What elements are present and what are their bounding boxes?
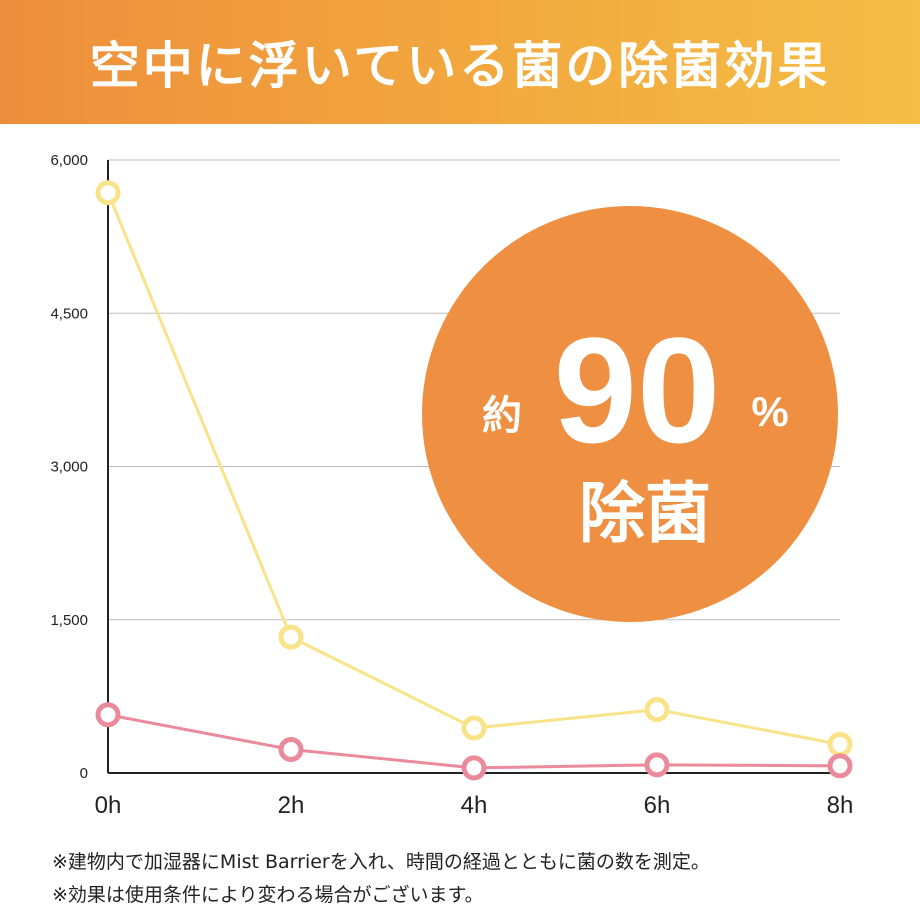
x-tick-label: 8h (827, 792, 854, 819)
data-point (461, 755, 487, 781)
x-tick-label: 2h (278, 792, 305, 819)
data-point (461, 715, 487, 741)
data-point (644, 752, 670, 778)
x-tick-label: 6h (644, 792, 671, 819)
badge-prefix: 約 (482, 393, 522, 439)
data-point (278, 624, 304, 650)
x-tick-label: 0h (95, 792, 122, 819)
data-point (278, 737, 304, 763)
title-banner: 空中に浮いている菌の除菌効果 (0, 0, 920, 124)
footnote-method: ※建物内で加湿器にMist Barrierを入れ、時間の経過とともに菌の数を測定… (52, 851, 710, 873)
data-point (95, 180, 121, 206)
y-tick-label: 4,500 (50, 305, 88, 322)
footnote-disclaimer: ※効果は使用条件により変わる場合がございます。 (52, 884, 484, 906)
y-axis: 0 1,500 3,000 4,500 6,000 (50, 152, 109, 782)
y-tick-label: 6,000 (50, 152, 88, 169)
x-tick-label: 4h (461, 792, 488, 819)
data-point (827, 731, 853, 757)
y-tick-label: 3,000 (50, 459, 88, 476)
badge-unit: % (751, 388, 788, 435)
footnotes: ※建物内で加湿器にMist Barrierを入れ、時間の経過とともに菌の数を測定… (52, 846, 912, 912)
y-tick-label: 0 (80, 765, 88, 782)
data-point (95, 702, 121, 728)
badge-value: 90 (554, 306, 721, 474)
reduction-badge: 約 90 % 除菌 (422, 206, 838, 622)
line-chart: 0 1,500 3,000 4,500 6,000 0h 2h 4h 6h 8h 約 90 % … (50, 152, 854, 819)
data-point (644, 697, 670, 723)
data-point (827, 753, 853, 779)
badge-circle (422, 206, 838, 622)
badge-label: 除菌 (579, 475, 711, 552)
chart-series (95, 180, 853, 781)
y-tick-label: 1,500 (50, 612, 88, 629)
page-title: 空中に浮いている菌の除菌効果 (89, 37, 831, 95)
